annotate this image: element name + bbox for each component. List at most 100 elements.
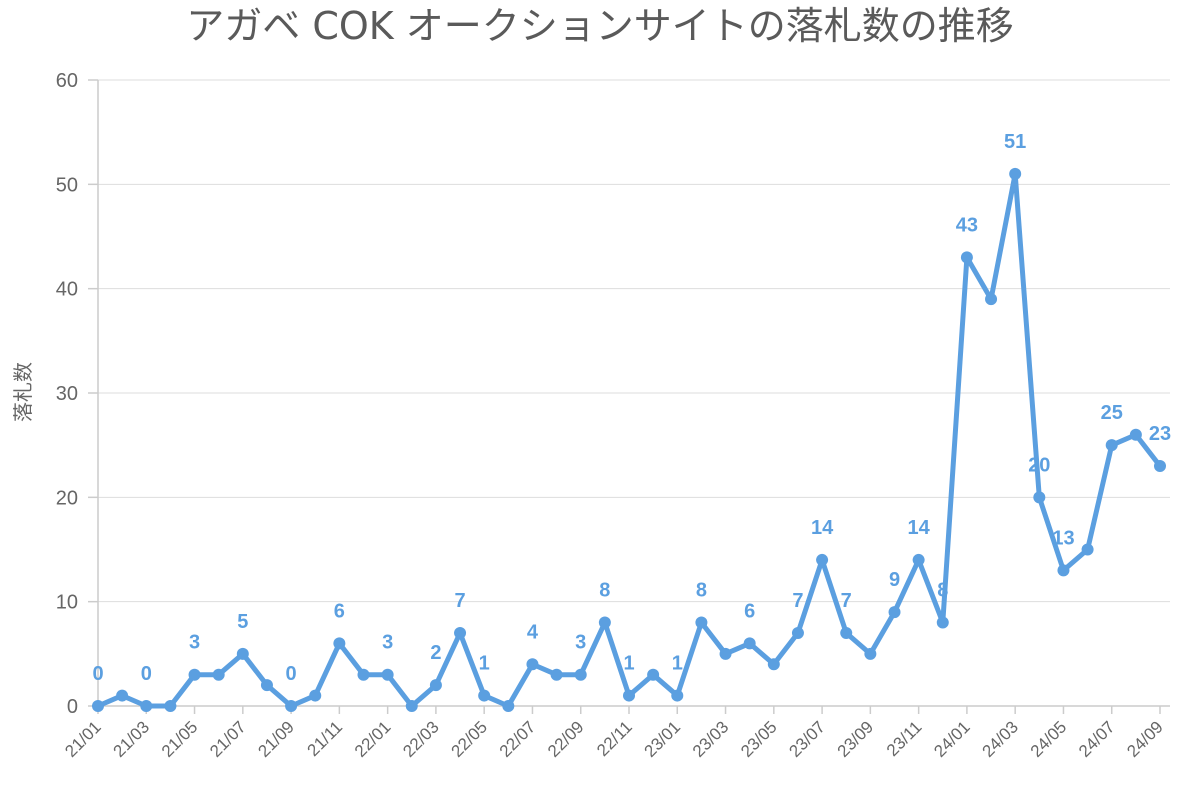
data-point-18 [526, 658, 539, 671]
data-point-28 [767, 658, 780, 671]
data-label-18: 14 [811, 517, 834, 539]
x-tick-label-1: 21/03 [110, 717, 154, 761]
data-point-9 [309, 689, 322, 702]
chart-title: アガベ COK オークションサイトの落札数の推移 [186, 4, 1014, 48]
data-point-8 [285, 700, 298, 712]
x-tick-label-6: 22/01 [351, 717, 395, 761]
data-point-17 [502, 700, 515, 712]
x-tick-label-19: 24/03 [978, 717, 1022, 761]
x-tick-label-13: 23/03 [689, 717, 733, 761]
data-point-3 [164, 700, 177, 712]
data-point-36 [960, 251, 973, 264]
data-label-14: 1 [672, 653, 683, 675]
data-point-33 [888, 606, 901, 619]
y-tick-label-2: 20 [56, 487, 78, 509]
data-point-13 [405, 700, 418, 712]
data-point-41 [1081, 543, 1094, 556]
x-tick-label-15: 23/07 [785, 717, 829, 761]
data-label-10: 4 [527, 621, 539, 643]
data-point-22 [623, 689, 635, 702]
data-point-32 [864, 647, 877, 660]
y-axis-label: 落札数 [11, 362, 35, 422]
data-point-40 [1057, 564, 1070, 577]
data-point-37 [985, 293, 998, 306]
data-label-17: 7 [792, 590, 803, 612]
data-label-4: 0 [286, 663, 297, 685]
x-tick-label-3: 21/07 [206, 717, 250, 761]
x-tick-label-0: 21/01 [61, 717, 105, 761]
x-tick-label-2: 21/05 [158, 717, 202, 761]
line-layer [95, 171, 1163, 709]
y-tick-label-6: 60 [56, 70, 78, 92]
y-tick-label-5: 50 [56, 174, 78, 196]
data-point-21 [598, 616, 611, 629]
x-tick-label-17: 23/11 [883, 717, 926, 760]
x-tick-label-14: 23/05 [737, 717, 781, 761]
x-tick-label-20: 24/05 [1027, 717, 1071, 761]
data-point-2 [140, 700, 153, 712]
data-label-21: 14 [908, 517, 931, 539]
x-tick-label-22: 24/09 [1123, 717, 1167, 761]
data-point-30 [816, 553, 829, 566]
x-tick-label-11: 22/11 [593, 717, 636, 760]
data-point-29 [791, 626, 804, 639]
y-tick-label-4: 40 [56, 279, 78, 301]
x-tick-label-21: 24/07 [1075, 717, 1119, 761]
data-point-10 [333, 637, 346, 650]
x-tick-label-12: 23/01 [641, 717, 685, 761]
data-point-16 [478, 689, 491, 702]
x-tick-label-9: 22/07 [496, 717, 540, 761]
data-point-20 [574, 668, 587, 681]
x-tick-label-10: 22/09 [544, 717, 588, 761]
data-point-7 [260, 679, 273, 692]
data-point-34 [912, 553, 925, 566]
data-label-27: 25 [1101, 402, 1123, 424]
grid-layer [98, 79, 1170, 603]
x-tick-label-5: 21/11 [304, 717, 347, 760]
data-label-12: 8 [599, 580, 610, 602]
data-point-31 [840, 626, 853, 639]
data-point-24 [671, 689, 684, 702]
data-label-13: 1 [623, 653, 634, 675]
data-point-26 [719, 647, 732, 660]
data-point-12 [381, 668, 394, 681]
data-point-27 [743, 637, 756, 650]
x-tick-label-18: 24/01 [930, 717, 974, 761]
data-point-19 [550, 668, 563, 681]
data-point-42 [1105, 439, 1118, 452]
data-label-28: 23 [1149, 423, 1171, 445]
data-point-38 [1009, 167, 1022, 180]
data-label-23: 43 [956, 214, 978, 236]
data-point-14 [429, 679, 442, 692]
data-point-0 [92, 700, 104, 712]
data-point-44 [1154, 460, 1166, 473]
x-tick-label-7: 22/03 [399, 717, 443, 761]
data-label-1: 0 [141, 663, 152, 685]
data-label-2: 3 [189, 632, 200, 654]
data-label-19: 7 [841, 590, 852, 612]
y-tick-label-1: 10 [56, 592, 78, 614]
data-point-1 [116, 689, 129, 702]
data-label-15: 8 [696, 580, 707, 602]
x-tick-label-16: 23/09 [834, 717, 878, 761]
data-point-15 [454, 626, 467, 639]
data-label-20: 9 [889, 569, 900, 591]
series-line [95, 171, 1163, 709]
data-label-3: 5 [237, 611, 248, 633]
y-tick-label-0: 0 [67, 696, 78, 718]
data-point-4 [188, 668, 201, 681]
data-label-24: 51 [1004, 131, 1026, 153]
data-label-0: 0 [92, 663, 103, 685]
data-label-6: 3 [382, 632, 393, 654]
point-layer [92, 167, 1166, 712]
x-tick-label-8: 22/05 [447, 717, 491, 761]
data-label-8: 7 [454, 590, 465, 612]
data-label-5: 6 [334, 600, 345, 622]
data-point-6 [236, 647, 249, 660]
data-point-35 [936, 616, 949, 629]
data-point-11 [357, 668, 370, 681]
data-point-23 [647, 668, 660, 681]
